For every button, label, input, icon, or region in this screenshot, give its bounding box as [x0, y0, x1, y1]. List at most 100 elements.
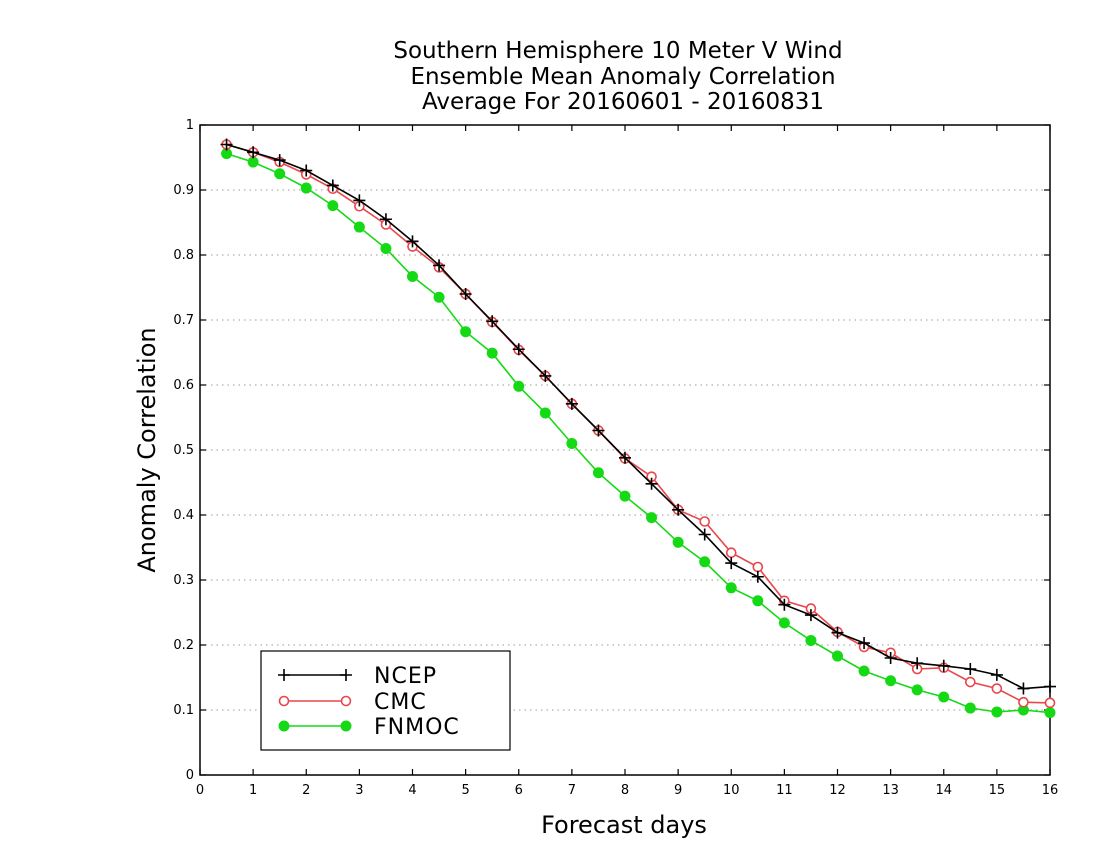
data-point-fnmoc — [964, 702, 976, 714]
data-point-ncep — [406, 235, 419, 248]
data-point-fnmoc — [858, 665, 870, 677]
data-point-ncep — [539, 369, 552, 382]
x-tick-label: 10 — [723, 783, 740, 798]
data-point-ncep — [672, 503, 685, 516]
data-point-ncep — [247, 146, 260, 159]
series-line-fnmoc — [226, 152, 1051, 714]
series-layer — [220, 138, 1056, 719]
chart-title-line-1: Southern Hemisphere 10 Meter V Wind — [393, 38, 842, 64]
x-tick-label: 2 — [302, 783, 310, 798]
data-point-cmc — [1044, 697, 1056, 709]
data-point-ncep — [1044, 680, 1056, 693]
x-tick-label: 8 — [621, 783, 629, 798]
data-point-fnmoc — [832, 650, 843, 662]
y-tick-label: 0 — [186, 768, 194, 783]
data-point-ncep — [964, 663, 977, 676]
y-tick-label: 0.2 — [173, 638, 194, 653]
chart-title-line-2: Ensemble Mean Anomaly Correlation — [410, 64, 835, 90]
y-tick-label: 0.5 — [173, 443, 194, 458]
data-point-fnmoc — [274, 168, 286, 180]
data-point-ncep — [698, 528, 711, 541]
data-point-ncep — [619, 451, 631, 464]
series-cmc — [221, 139, 1056, 709]
data-point-fnmoc — [247, 156, 259, 168]
data-point-cmc — [1018, 696, 1029, 708]
data-point-fnmoc — [353, 221, 365, 233]
data-point-fnmoc — [592, 467, 604, 479]
y-tick-label: 0.4 — [173, 508, 194, 523]
x-axis-label: Forecast days — [541, 811, 707, 839]
legend-label: FNMOC — [374, 715, 460, 740]
legend-item-ncep: NCEP — [278, 664, 436, 689]
data-point-fnmoc — [513, 380, 525, 392]
data-point-fnmoc — [725, 582, 737, 594]
data-point-ncep — [433, 259, 446, 272]
y-tick-label: 0.6 — [173, 378, 194, 393]
series-line-cmc — [226, 143, 1051, 704]
data-point-fnmoc — [380, 243, 392, 254]
data-point-fnmoc — [619, 490, 631, 502]
data-point-fnmoc — [407, 270, 418, 282]
data-point-fnmoc — [778, 617, 790, 629]
series-ncep — [220, 138, 1056, 695]
chart-title-line-3: Average For 20160601 - 20160831 — [422, 89, 824, 115]
y-axis-label: Anomaly Correlation — [133, 327, 161, 572]
legend-marker — [340, 669, 352, 681]
data-point-fnmoc — [752, 595, 764, 607]
data-point-ncep — [751, 570, 764, 583]
data-point-ncep — [725, 557, 738, 570]
legend-item-fnmoc: FNMOC — [278, 715, 460, 740]
x-tick-label: 4 — [408, 783, 416, 798]
data-point-ncep — [273, 154, 286, 167]
data-point-fnmoc — [1044, 707, 1056, 719]
x-tick-label: 5 — [461, 783, 469, 798]
x-tick-label: 3 — [355, 783, 363, 798]
data-point-cmc — [991, 683, 1003, 694]
axis-ticks: 00.10.20.30.40.50.60.70.80.910 1 2 3 4 5 6 7 8 9 1… — [173, 118, 1058, 798]
data-point-fnmoc — [327, 200, 339, 212]
y-tick-label: 0.8 — [173, 248, 194, 263]
data-point-fnmoc — [672, 536, 684, 548]
y-tick-label: 0.1 — [173, 703, 194, 718]
data-point-ncep — [486, 315, 499, 328]
x-tick-label: 1 — [249, 783, 257, 798]
x-tick-label: 11 — [776, 783, 793, 798]
data-point-cmc — [699, 516, 710, 527]
legend-marker — [278, 695, 290, 707]
data-point-fnmoc — [805, 634, 817, 646]
data-point-fnmoc — [911, 684, 923, 696]
legend-label: CMC — [374, 690, 427, 715]
x-tick-label: 6 — [515, 783, 523, 798]
x-tick-label: 7 — [568, 783, 576, 798]
data-point-fnmoc — [566, 438, 578, 449]
legend-marker — [340, 695, 352, 707]
data-point-ncep — [512, 343, 525, 356]
x-tick-label: 13 — [882, 783, 899, 798]
data-point-ncep — [645, 477, 658, 490]
data-point-ncep — [592, 424, 605, 437]
y-tick-label: 0.3 — [173, 573, 194, 588]
data-point-fnmoc — [539, 407, 551, 419]
legend-marker — [340, 720, 352, 732]
x-tick-label: 14 — [935, 783, 952, 798]
series-line-ncep — [226, 143, 1051, 690]
grid — [200, 189, 1050, 711]
data-point-fnmoc — [991, 706, 1003, 718]
data-point-ncep — [778, 598, 791, 611]
data-point-ncep — [937, 659, 950, 672]
data-point-cmc — [965, 676, 976, 688]
data-point-ncep — [1017, 682, 1030, 695]
data-point-fnmoc — [938, 691, 950, 703]
legend-marker — [278, 720, 290, 732]
data-point-fnmoc — [460, 326, 472, 338]
data-point-fnmoc — [300, 182, 312, 194]
data-point-ncep — [911, 657, 924, 670]
data-point-ncep — [831, 626, 844, 639]
data-point-ncep — [990, 668, 1003, 681]
data-point-fnmoc — [433, 291, 445, 303]
x-tick-label: 0 — [196, 783, 204, 798]
x-tick-label: 16 — [1042, 783, 1059, 798]
y-tick-label: 0.7 — [173, 313, 194, 328]
